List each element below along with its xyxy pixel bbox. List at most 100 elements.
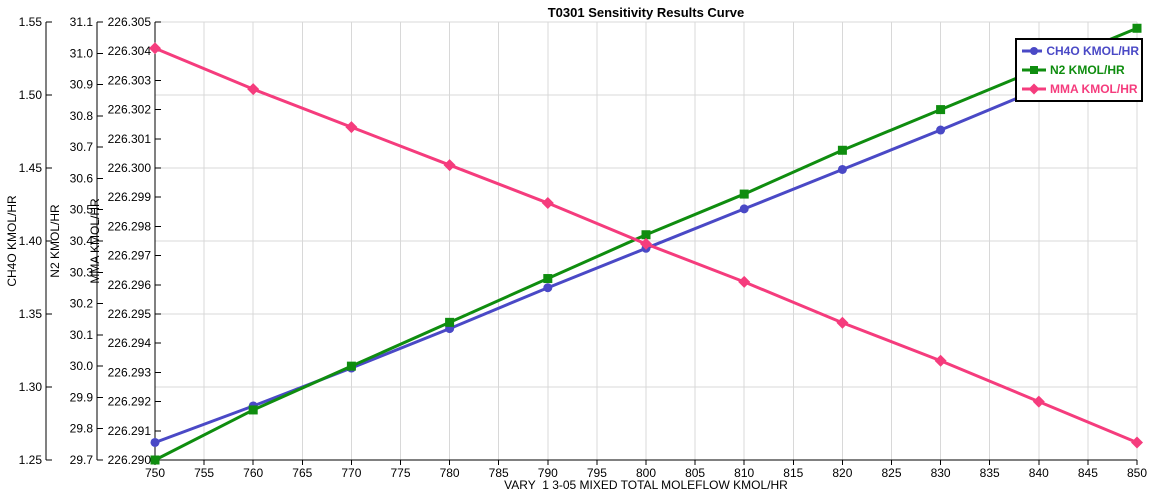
- x-axis-tick-label: 830: [931, 466, 951, 480]
- y-axis-tick-label: 29.8: [70, 422, 94, 436]
- diamond-marker: [1131, 436, 1143, 449]
- circle-legend-icon: [1022, 47, 1043, 56]
- y-axis-tick-label: 226.292: [108, 395, 152, 409]
- x-axis-tick-label: 815: [783, 466, 803, 480]
- y-axis-tick-label: 30.5: [70, 203, 94, 217]
- y-axis-tick-label: 226.291: [108, 424, 152, 438]
- y-axis-name: CH4O KMOL/HR: [5, 195, 19, 287]
- square-marker: [641, 230, 651, 240]
- y-axis-tick-label: 29.7: [70, 453, 94, 467]
- x-axis-tick-label: 845: [1078, 466, 1098, 480]
- y-axis-tick-label: 1.30: [19, 380, 43, 394]
- x-axis-tick-label: 755: [194, 466, 214, 480]
- y-axis-tick-label: 30.8: [70, 109, 94, 123]
- y-axis-tick-label: 30.6: [70, 171, 94, 185]
- y-axis-2: 226.290 226.291 226.292 226.293 226.294 226.2…: [88, 15, 161, 467]
- y-axis-tick-label: 226.305: [108, 15, 152, 29]
- x-axis-tick-label: 785: [489, 466, 509, 480]
- x-axis-title: VARY 1 3-05 MIXED TOTAL MOLEFLOW KMOL/HR: [504, 478, 788, 492]
- x-axis-tick-label: 750: [145, 466, 165, 480]
- series-n2: [150, 23, 1142, 465]
- y-axis-tick-label: 1.50: [19, 88, 43, 102]
- x-axis-tick-label: 810: [734, 466, 754, 480]
- diamond-marker: [541, 197, 554, 210]
- x-axis-tick-label: 800: [636, 466, 656, 480]
- square-marker: [837, 145, 847, 155]
- y-axis-tick-label: 226.299: [108, 190, 152, 204]
- y-axis-name: MMA KMOL/HR: [88, 198, 102, 284]
- x-axis-tick-label: 850: [1127, 466, 1147, 480]
- y-axis-tick-label: 226.297: [108, 249, 152, 263]
- y-axis-tick-label: 30.3: [70, 265, 94, 279]
- y-axis-tick-label: 226.290: [108, 453, 152, 467]
- y-axis-tick-label: 1.55: [19, 15, 43, 29]
- y-axis-tick-label: 30.0: [70, 359, 94, 373]
- legend-label: CH4O KMOL/HR: [1046, 44, 1139, 59]
- square-marker: [445, 317, 455, 327]
- y-axis-tick-label: 1.45: [19, 161, 43, 175]
- x-axis-tick-label: 835: [980, 466, 1000, 480]
- diamond-marker: [934, 354, 947, 367]
- y-axis-tick-label: 226.301: [108, 132, 152, 146]
- y-axis-tick-label: 226.293: [108, 365, 152, 379]
- circle-marker: [1030, 47, 1038, 56]
- legend-item-n2: N2 KMOL/HR: [1022, 64, 1139, 76]
- y-axis-tick-label: 226.295: [108, 307, 152, 321]
- x-axis-tick-label: 820: [832, 466, 852, 480]
- square-marker: [248, 405, 258, 415]
- y-axis-tick-label: 1.35: [19, 307, 43, 321]
- y-axis-tick-label: 226.302: [108, 103, 152, 117]
- y-axis-tick-label: 30.9: [70, 78, 94, 92]
- y-axis-tick-label: 30.7: [70, 140, 94, 154]
- x-axis-tick-label: 825: [881, 466, 901, 480]
- square-marker: [150, 455, 160, 465]
- y-axis-tick-label: 226.298: [108, 219, 152, 233]
- x-axis-tick-label: 790: [538, 466, 558, 480]
- y-axis-tick-label: 29.9: [70, 390, 94, 404]
- diamond-marker: [149, 42, 161, 55]
- square-marker: [1030, 65, 1038, 74]
- y-axis-1: 29.7 29.8 29.9 30.0 30.1 30.2 30.3 30.4 30.5 30.6…: [48, 15, 103, 467]
- diamond-marker: [345, 121, 358, 134]
- x-axis-tick-label: 765: [292, 466, 312, 480]
- x-axis-tick-label: 760: [243, 466, 263, 480]
- series-mma: [149, 42, 1143, 449]
- diamond-marker: [1032, 395, 1045, 408]
- circle-marker: [936, 125, 946, 135]
- y-axis-tick-label: 226.304: [108, 44, 152, 58]
- square-marker: [936, 105, 946, 115]
- y-axis-0: 1.25 1.30 1.35 1.40 1.45 1.50 1.55 CH4O KMOL/HR: [5, 15, 52, 467]
- circle-marker: [150, 437, 160, 447]
- square-marker: [739, 189, 749, 199]
- diamond-marker: [836, 316, 849, 329]
- chart-title: T0301 Sensitivity Results Curve: [547, 5, 745, 20]
- legend-item-ch4o: CH4O KMOL/HR: [1022, 45, 1139, 57]
- x-axis-tick-label: 770: [341, 466, 361, 480]
- diamond-marker: [443, 159, 456, 172]
- y-axis-tick-label: 30.2: [70, 297, 94, 311]
- circle-marker: [543, 283, 553, 293]
- y-axis-tick-label: 226.300: [108, 161, 152, 175]
- y-axis-tick-label: 226.303: [108, 73, 152, 87]
- y-axis-tick-label: 30.1: [70, 328, 94, 342]
- diamond-marker: [738, 275, 751, 288]
- diamond-marker: [640, 237, 652, 250]
- x-axis-tick-label: 805: [685, 466, 705, 480]
- legend: CH4O KMOL/HR N2 KMOL/HR MMA KMOL/HR: [1015, 38, 1143, 102]
- legend-label: MMA KMOL/HR: [1050, 81, 1138, 96]
- diamond-legend-icon: [1022, 83, 1046, 95]
- y-axis-tick-label: 226.296: [108, 278, 152, 292]
- y-axis-tick-label: 31.0: [70, 46, 94, 60]
- diamond-marker: [247, 83, 260, 96]
- y-axis-name: N2 KMOL/HR: [48, 204, 62, 278]
- diamond-marker: [1028, 83, 1040, 95]
- square-legend-icon: [1022, 65, 1046, 74]
- x-axis-tick-label: 775: [390, 466, 410, 480]
- y-axis-tick-label: 1.25: [19, 453, 43, 467]
- x-axis-tick-label: 780: [440, 466, 460, 480]
- y-axis-tick-label: 1.40: [19, 234, 43, 248]
- square-marker: [1132, 23, 1142, 33]
- circle-marker: [739, 204, 749, 214]
